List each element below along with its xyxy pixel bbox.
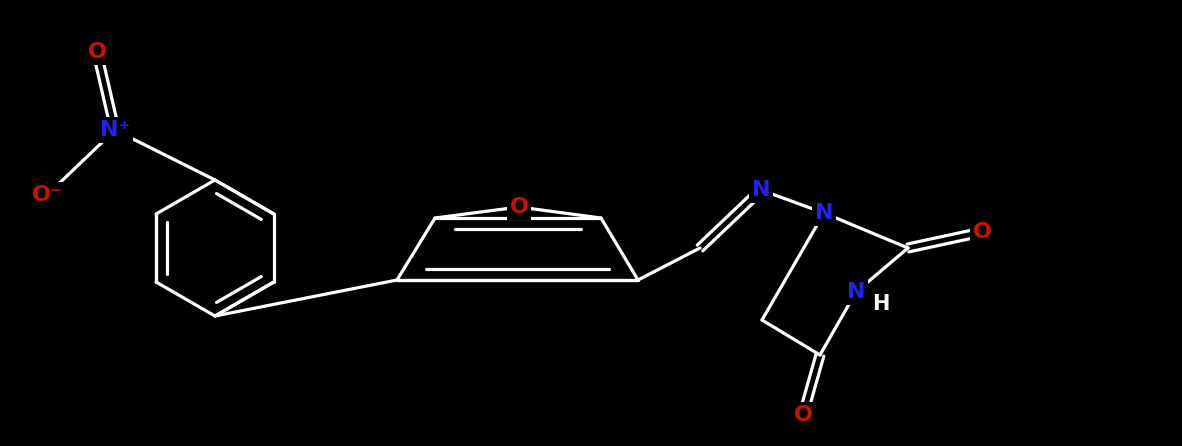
Text: H: H <box>872 294 889 314</box>
Text: O⁻: O⁻ <box>32 185 63 205</box>
Text: O: O <box>87 42 106 62</box>
Text: N: N <box>814 203 833 223</box>
Text: O: O <box>793 405 812 425</box>
Text: N⁺: N⁺ <box>99 120 130 140</box>
Text: O: O <box>973 222 992 242</box>
Text: O: O <box>509 197 528 217</box>
Text: N: N <box>846 282 865 302</box>
Text: N: N <box>752 180 771 200</box>
